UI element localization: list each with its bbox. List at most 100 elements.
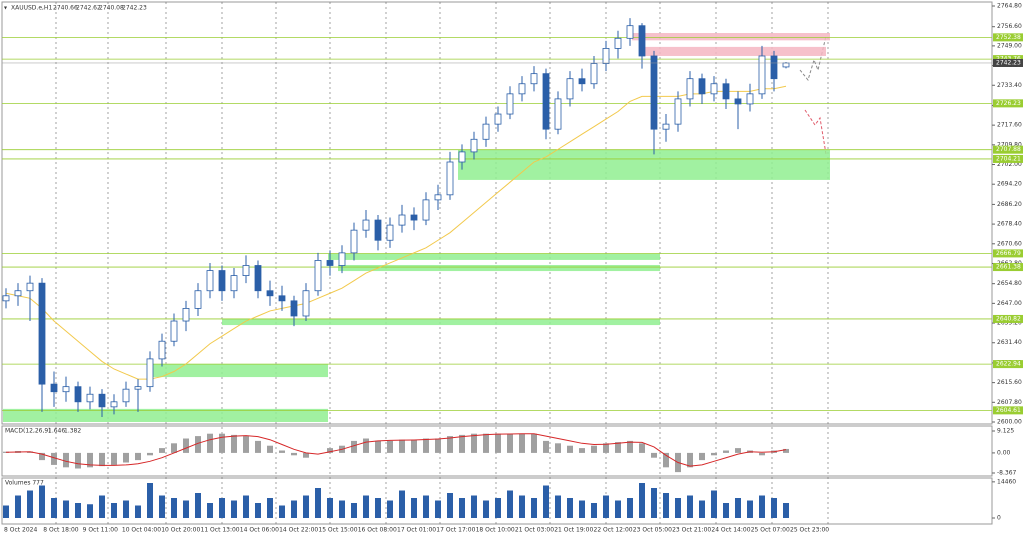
macd-bar [111,452,117,465]
macd-bar [51,452,57,465]
symbol: XAUUSD.e,H1 [11,5,52,12]
macd-bar [231,434,237,453]
volume-bar [399,490,405,518]
volume-bar [723,503,729,518]
volume-bar [315,488,321,518]
macd-bar [243,436,249,453]
macd-bar [783,448,789,453]
volume-bar [579,500,585,518]
candle-body [410,214,418,221]
macd-bar [291,452,297,456]
level-tag [993,99,1023,108]
volume-bar [435,500,441,518]
volume-bar [147,483,153,518]
macd-bar [435,438,441,453]
volume-bar [87,504,93,518]
y-tick-label: 2678.40 [997,221,1022,228]
x-tick-label: 9 Oct 11:00 [83,527,118,534]
ohlc-open: 2740.66 [53,5,78,12]
macd-bar [75,452,81,469]
projection-down [804,109,827,155]
macd-bar [639,443,645,453]
macd-bar [63,452,69,468]
candle-body [650,55,658,130]
candle-body [326,260,334,266]
level-tag [993,145,1023,154]
current-price-tag [993,58,1023,67]
x-tick-label: 14 Oct 22:00 [279,527,318,534]
macd-panel [1,425,993,477]
candle-body [698,78,706,95]
macd-bar [423,438,429,453]
projection-up [799,35,827,82]
x-tick-label: 21 Oct 03:00 [515,527,554,534]
volume-bar [459,498,465,518]
candle-body [110,401,118,408]
macd-bar [723,450,729,453]
candle-body [194,290,202,309]
level-tag [993,406,1023,415]
y-tick-label: 2600.00 [997,419,1022,426]
candle-body [14,290,22,297]
volume-bar [351,503,357,518]
candle-body [422,199,430,221]
y-tick-label: 2615.60 [997,379,1022,386]
macd-bar [507,433,513,453]
zone [338,264,660,272]
macd-y-tick-label: -8.367 [997,470,1017,477]
zone [632,33,830,41]
volume-bar [783,503,789,518]
candle-body [254,265,262,292]
volume-bar [567,498,573,518]
candle-body [578,78,586,85]
macd-bar [303,452,309,458]
level-label: 2622.94 [996,361,1021,368]
volume-bar [291,500,297,518]
macd-bar [483,433,489,453]
zone [458,149,830,158]
volume-bar [591,503,597,518]
volume-bar [231,500,237,518]
macd-bar [159,448,165,453]
level-label: 2752.38 [996,34,1021,41]
candle-body [278,295,286,302]
volume-bar [111,503,117,518]
level-label: 2704.21 [996,155,1021,162]
x-tick-label: 21 Oct 19:00 [554,527,593,534]
x-tick-label: 11 Oct 13:00 [201,527,240,534]
candle-body [674,98,682,125]
candle-body [86,393,94,403]
candle-body [614,37,622,49]
volume-bar [219,498,225,518]
candle-body [506,93,514,115]
level-label: 2707.88 [996,146,1021,153]
candle-body [626,25,634,39]
macd-bar [327,448,333,453]
y-tick-label: 2639.20 [997,320,1022,327]
candle-body [218,270,226,292]
macd-bar [735,448,741,453]
level-label: 2640.82 [996,315,1021,322]
candle-body [290,300,298,317]
candle-body [770,55,778,80]
volume-y-tick-label: 14460 [997,478,1016,485]
macd-bar [123,452,129,463]
macd-bar [387,440,393,453]
macd-title: MACD(12,26,9) [5,428,51,435]
volume-bar [759,495,765,518]
x-tick-label: 16 Oct 08:00 [358,527,397,534]
x-tick-label: 17 Oct 17:00 [436,527,475,534]
macd-bar [195,436,201,453]
candle-body [566,78,574,100]
level-tag [993,263,1023,272]
y-tick-label: 2764.80 [997,3,1022,10]
volume-bar [279,505,285,518]
candle-body [98,393,106,408]
macd-bar [3,451,9,453]
volume-bar [207,503,213,518]
volume-bar [39,485,45,518]
x-tick-label: 25 Oct 07:00 [751,527,790,534]
macd-bar [39,452,45,461]
macd-bar [699,452,705,461]
volume-bar [27,490,33,518]
